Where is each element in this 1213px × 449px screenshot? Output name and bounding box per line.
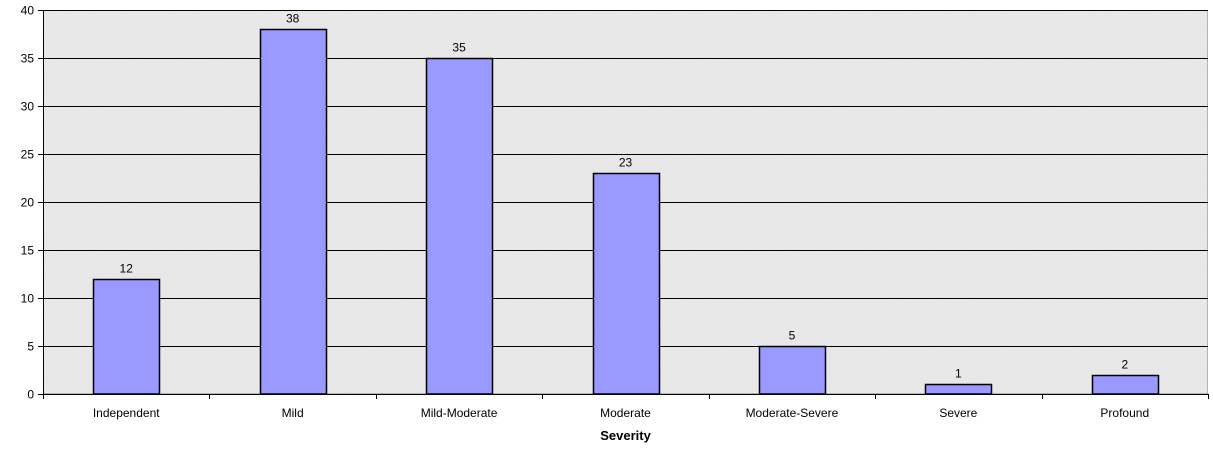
bar (592, 172, 661, 395)
category-label: Mild-Moderate (421, 406, 498, 420)
data-label: 35 (452, 41, 466, 55)
y-tick-label: 0 (27, 388, 34, 402)
data-label: 5 (789, 329, 796, 343)
category-label: Severe (939, 406, 977, 420)
bar (92, 278, 161, 395)
y-tick-label: 35 (21, 52, 35, 66)
y-tick-label: 10 (21, 292, 35, 306)
bars (92, 28, 1160, 395)
y-tick-label: 5 (27, 340, 34, 354)
category-label: Moderate-Severe (746, 406, 839, 420)
y-tick-label: 15 (21, 244, 35, 258)
data-label: 38 (286, 12, 300, 26)
data-label: 12 (120, 262, 134, 276)
category-label: Independent (93, 406, 160, 420)
y-axis-ticks: 0 5 10 15 20 25 30 35 40 (21, 4, 43, 402)
y-tick-label: 30 (21, 100, 35, 114)
axes (38, 10, 1209, 399)
data-label: 2 (1121, 358, 1128, 372)
category-label: Profound (1100, 406, 1149, 420)
data-label: 1 (955, 367, 962, 381)
gridlines (43, 10, 1208, 347)
bar (758, 345, 827, 395)
category-label: Moderate (600, 406, 651, 420)
bar (924, 383, 993, 395)
y-tick-label: 20 (21, 196, 35, 210)
bar (259, 28, 328, 395)
x-axis-title: Severity (600, 428, 651, 443)
y-tick-label: 40 (21, 4, 35, 18)
x-axis-labels: Independent Mild Mild-Moderate Moderate Mode… (93, 406, 1149, 420)
data-label: 23 (619, 156, 633, 170)
bar (1091, 374, 1160, 395)
category-label: Mild (282, 406, 304, 420)
bar (425, 57, 494, 395)
y-tick-label: 25 (21, 148, 35, 162)
